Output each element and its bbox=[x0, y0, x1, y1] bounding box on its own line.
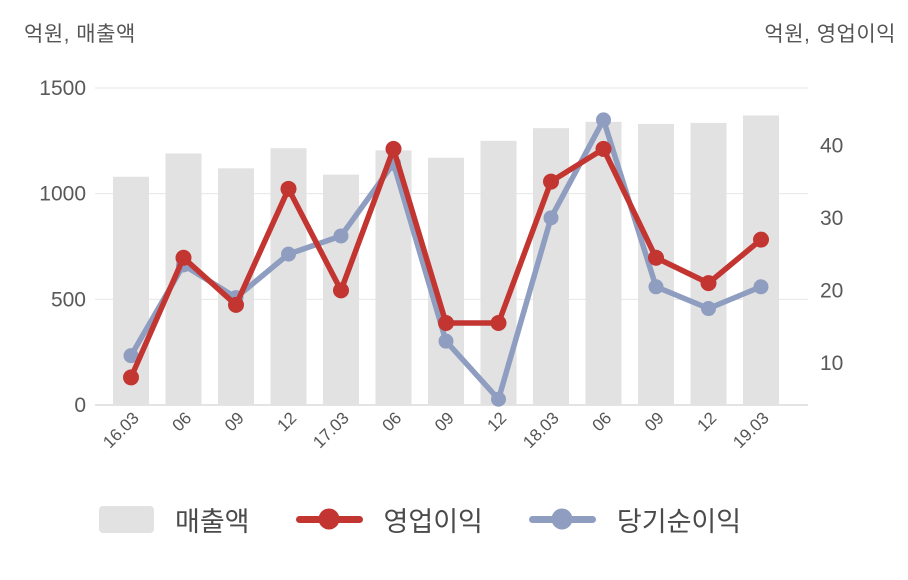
x-axis-tick-label: 12 bbox=[484, 408, 511, 435]
x-axis-tick-label: 06 bbox=[379, 408, 406, 435]
x-axis-tick-label: 09 bbox=[641, 408, 668, 435]
net-income-point bbox=[438, 333, 454, 349]
operating-profit-point bbox=[228, 296, 244, 313]
net-income-point bbox=[753, 279, 769, 295]
right-axis-tick-label: 40 bbox=[820, 134, 843, 157]
left-axis-tick-label: 0 bbox=[74, 394, 86, 417]
x-axis-tick-label: 16.03 bbox=[99, 408, 143, 452]
combo-chart: 0 500 1000 1500 10 20 30 40 16.03 06 09 12 17.03 06 09… bbox=[39, 77, 843, 452]
x-axis-tick-label: 06 bbox=[589, 408, 616, 435]
net-income-point bbox=[596, 112, 611, 128]
net-income-point bbox=[123, 348, 139, 364]
operating-profit-point bbox=[438, 315, 454, 332]
operating-profit-point bbox=[490, 315, 507, 332]
left-axis-title: 억원, 매출액 bbox=[24, 23, 136, 46]
operating-profit-point bbox=[123, 369, 139, 386]
right-axis-title: 억원, 영업이익 bbox=[764, 23, 896, 46]
right-axis-tick-label: 30 bbox=[820, 207, 843, 230]
x-axis-tick-label: 12 bbox=[274, 408, 301, 435]
legend-label-net-income: 당기순이익 bbox=[616, 507, 742, 537]
operating-profit-line-dot-icon bbox=[295, 506, 363, 533]
x-axis-tick-label: 06 bbox=[169, 408, 196, 435]
net-income-point bbox=[491, 391, 506, 407]
net-income-point bbox=[648, 279, 664, 295]
x-axis-tick-label: 19.03 bbox=[729, 408, 773, 452]
x-axis-tick-label: 09 bbox=[221, 408, 248, 435]
x-axis-tick-label: 12 bbox=[694, 408, 721, 435]
revenue-bar bbox=[690, 122, 727, 406]
operating-profit-point bbox=[753, 231, 769, 248]
net-income-point bbox=[701, 301, 716, 317]
legend-label-operating-profit: 영업이익 bbox=[383, 507, 483, 537]
right-axis-tick-label: 20 bbox=[820, 279, 843, 302]
operating-profit-point bbox=[700, 275, 717, 292]
x-axis-tick-label: 17.03 bbox=[309, 408, 353, 452]
x-axis-tick-label: 18.03 bbox=[519, 408, 563, 452]
left-axis-tick-label: 1500 bbox=[39, 77, 86, 100]
revenue-bar bbox=[743, 115, 779, 406]
left-axis-tick-label: 1000 bbox=[39, 183, 86, 206]
legend-item-net-income[interactable]: 당기순이익 bbox=[528, 500, 742, 539]
operating-profit-point bbox=[333, 282, 349, 299]
net-income-line-dot-icon bbox=[528, 506, 596, 533]
revenue-bar bbox=[113, 176, 149, 405]
legend-item-revenue[interactable]: 매출액 bbox=[99, 500, 250, 539]
operating-profit-point bbox=[280, 180, 297, 197]
operating-profit-point bbox=[175, 249, 192, 266]
revenue-bar bbox=[165, 153, 202, 405]
operating-profit-point bbox=[385, 140, 402, 157]
right-axis-tick-label: 10 bbox=[820, 352, 843, 375]
operating-profit-point bbox=[595, 140, 612, 157]
net-income-point bbox=[333, 228, 349, 244]
x-axis-tick-label: 09 bbox=[431, 408, 458, 435]
legend-item-operating-profit[interactable]: 영업이익 bbox=[295, 500, 483, 539]
operating-profit-point bbox=[543, 173, 559, 190]
left-axis-tick-label: 500 bbox=[51, 288, 86, 311]
legend-label-revenue: 매출액 bbox=[175, 507, 250, 537]
net-income-point bbox=[281, 246, 296, 262]
operating-profit-point bbox=[648, 249, 664, 266]
revenue-swatch-icon bbox=[99, 506, 154, 533]
net-income-point bbox=[543, 210, 559, 226]
legend: 매출액 영업이익 당기순이익 bbox=[99, 500, 741, 539]
